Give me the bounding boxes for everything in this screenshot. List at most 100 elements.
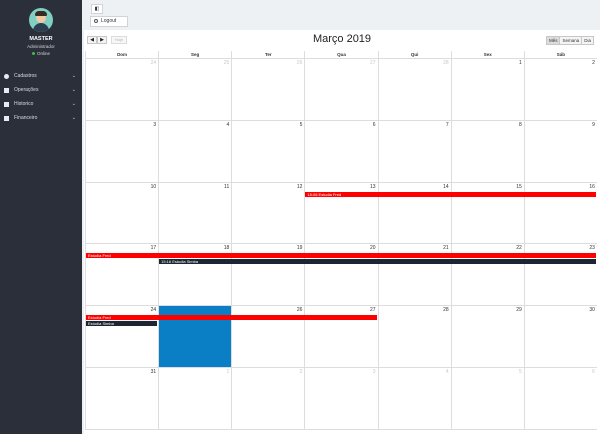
day-cell[interactable]: 4 — [377, 368, 451, 430]
day-cell[interactable]: 13 — [304, 182, 378, 245]
day-cell[interactable]: 5 — [231, 120, 305, 183]
power-icon — [94, 18, 98, 23]
day-number: 21 — [443, 245, 449, 252]
sidebar-item-cadastros[interactable]: Cadastros ⌄ — [0, 69, 82, 83]
view-month-button[interactable]: Mês — [545, 36, 561, 45]
circle-plus-icon — [4, 73, 9, 79]
day-cell[interactable]: 30 — [523, 306, 597, 368]
day-cell[interactable]: 10 — [85, 182, 159, 245]
day-cell[interactable]: 6 — [304, 120, 378, 183]
day-cell[interactable]: 7 — [377, 120, 451, 183]
day-cell[interactable]: 27 — [304, 59, 378, 121]
day-cell[interactable]: 21 — [377, 244, 451, 307]
day-cell[interactable]: 16 — [523, 182, 597, 245]
day-number: 2 — [592, 60, 595, 66]
day-cell[interactable]: 31 — [85, 368, 159, 430]
weekday-header-cell: Ter — [231, 51, 304, 59]
day-cell[interactable]: 26 — [231, 306, 305, 368]
sidebar-item-label: Cadastros — [14, 73, 37, 79]
weekday-header-cell: Seg — [158, 51, 231, 59]
day-number: 1 — [519, 60, 522, 66]
day-cell[interactable]: 22 — [450, 244, 524, 307]
weekday-header-cell: Qui — [377, 51, 451, 59]
day-number: 19 — [296, 245, 303, 252]
view-switcher: Mês Semana Dia — [545, 36, 594, 45]
day-number: 7 — [445, 121, 449, 128]
user-role: Administrador — [27, 44, 55, 49]
day-cell[interactable]: 23 — [523, 244, 597, 307]
day-cell[interactable]: 24 — [85, 306, 159, 368]
calendar-title: Março 2019 — [312, 33, 372, 45]
calendar-event[interactable]: Estudia Fred — [86, 315, 377, 321]
online-dot-icon — [31, 52, 35, 56]
day-cell[interactable]: 6 — [523, 368, 597, 430]
day-cell[interactable]: 24 — [85, 59, 159, 121]
day-cell[interactable]: 2 — [231, 368, 305, 430]
day-cell[interactable]: 29 — [450, 306, 524, 368]
day-cell[interactable]: 19 — [231, 244, 305, 307]
day-cell[interactable]: 2 — [523, 59, 597, 121]
day-number: 6 — [372, 121, 376, 128]
sidebar-item-historico[interactable]: Historico ⌄ — [0, 97, 82, 111]
day-cell[interactable]: 3 — [85, 120, 159, 183]
chevron-down-icon: ⌄ — [71, 101, 76, 107]
day-number: 6 — [592, 369, 595, 375]
view-week-button[interactable]: Semana — [559, 36, 583, 45]
day-cell[interactable]: 12 — [231, 182, 305, 245]
day-number: 17 — [150, 245, 157, 252]
day-cell[interactable]: 28 — [377, 59, 451, 121]
logout-label: Logout — [101, 18, 117, 24]
sidebar-toggle-button[interactable]: ◧ — [91, 4, 103, 14]
calendar-event[interactable]: 15:16 Estudia Simba — [159, 259, 596, 265]
day-cell[interactable]: 5 — [450, 368, 524, 430]
calendar-event[interactable]: Estudia Fred — [86, 253, 596, 259]
sidebar-item-financeiro[interactable]: Financeiro ⌄ — [0, 111, 82, 125]
day-number: 28 — [443, 60, 449, 66]
day-cell[interactable]: 28 — [377, 306, 451, 368]
money-icon — [4, 115, 9, 121]
day-number: 5 — [299, 121, 303, 128]
sidebar-item-label: Operações — [14, 87, 39, 93]
day-number: 18 — [223, 245, 230, 252]
book-icon — [4, 87, 9, 93]
day-number: 16 — [589, 183, 595, 190]
day-cell[interactable]: 20 — [304, 244, 378, 307]
weekday-header-cell: Dom — [85, 51, 158, 59]
day-number: 3 — [372, 369, 376, 375]
day-number: 22 — [516, 245, 522, 252]
calendar-event[interactable]: 15:08 Estudia Fred — [305, 191, 596, 197]
day-number: 12 — [296, 183, 303, 190]
day-cell[interactable]: 18 — [158, 244, 232, 307]
day-cell[interactable]: 1 — [158, 368, 232, 430]
next-month-button[interactable]: ▶ — [97, 36, 107, 44]
avatar[interactable] — [29, 8, 53, 32]
user-name: MASTER — [29, 36, 53, 42]
day-number: 10 — [150, 183, 157, 190]
day-cell[interactable]: 27 — [304, 306, 378, 368]
calendar-event[interactable]: Estudia Simba — [86, 321, 158, 327]
day-cell[interactable]: 4 — [158, 120, 232, 183]
day-cell[interactable]: 3 — [304, 368, 378, 430]
logout-button[interactable]: Logout — [90, 16, 128, 27]
user-status-label: Online — [36, 51, 50, 56]
day-cell[interactable]: 11 — [158, 182, 232, 245]
prev-month-button[interactable]: ◀ — [87, 36, 97, 44]
day-number: 4 — [445, 369, 449, 375]
day-cell[interactable]: 1 — [450, 59, 524, 121]
day-number: 15 — [516, 183, 522, 190]
day-cell[interactable]: 14 — [377, 182, 451, 245]
sidebar-item-operacoes[interactable]: Operações ⌄ — [0, 83, 82, 97]
folder-icon — [4, 101, 9, 107]
day-cell[interactable]: 17 — [85, 244, 159, 307]
calendar-panel: ◀ ▶ Hoje Março 2019 Mês Semana Dia Dom Se… — [84, 30, 600, 434]
day-number: 29 — [516, 307, 522, 314]
day-cell[interactable]: 9 — [523, 120, 597, 183]
today-button[interactable]: Hoje — [111, 36, 127, 44]
view-day-button[interactable]: Dia — [581, 36, 594, 45]
day-cell[interactable]: 25 — [158, 59, 232, 121]
day-cell[interactable]: 15 — [450, 182, 524, 245]
day-number: 11 — [224, 183, 230, 190]
day-cell[interactable]: 26 — [231, 59, 305, 121]
day-cell[interactable]: 8 — [450, 120, 524, 183]
day-number: 20 — [369, 245, 376, 252]
